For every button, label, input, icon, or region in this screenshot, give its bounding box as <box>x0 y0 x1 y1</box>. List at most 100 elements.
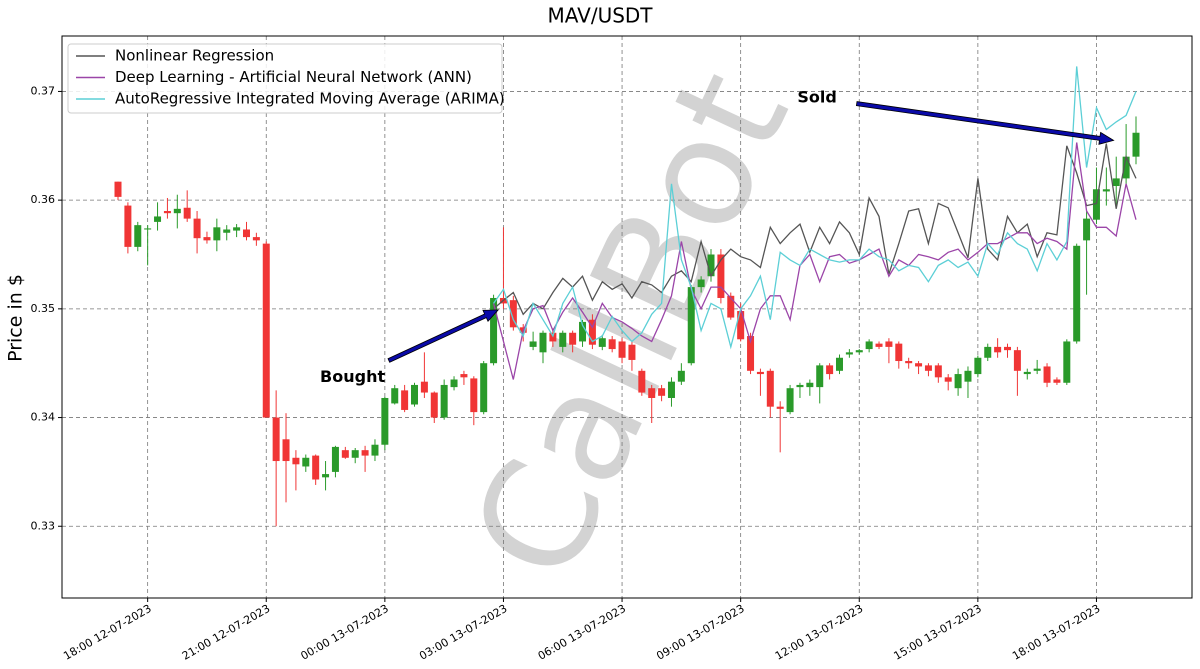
candle-body <box>618 341 626 358</box>
x-tick-label: 12:00 13-07-2023 <box>773 602 865 663</box>
candle-body <box>796 384 804 388</box>
candle-body <box>915 363 923 367</box>
annotation-text: Sold <box>797 87 836 106</box>
candle-body <box>559 332 567 347</box>
candle-body <box>341 450 349 458</box>
prediction-line <box>492 142 1137 380</box>
candle-body <box>934 365 942 378</box>
annotation-arrow <box>387 309 500 363</box>
x-tick-label: 18:00 12-07-2023 <box>61 602 153 663</box>
candle-body <box>786 388 794 413</box>
candle-body <box>1112 178 1120 187</box>
candle-body <box>242 229 250 238</box>
candle-body <box>984 346 992 358</box>
candle-body <box>134 225 142 247</box>
candle-body <box>826 365 834 375</box>
candle-body <box>658 388 666 396</box>
candle-body <box>213 227 221 241</box>
legend-label: Nonlinear Regression <box>115 47 274 65</box>
candle-body <box>707 254 715 277</box>
candle-body <box>776 406 784 409</box>
candle-body <box>391 388 399 404</box>
candle-body <box>252 237 260 241</box>
candle-body <box>677 370 685 382</box>
candle-body <box>312 455 320 480</box>
plot-frame <box>61 35 1193 599</box>
candle-body <box>490 297 498 364</box>
candle-body <box>1004 346 1012 351</box>
candle-body <box>835 357 843 371</box>
legend-label: Deep Learning - Artificial Neural Networ… <box>115 68 472 86</box>
x-tick-label: 15:00 13-07-2023 <box>892 602 984 663</box>
candle-body <box>1073 245 1081 342</box>
y-tick-label: 0.35 <box>31 302 56 315</box>
x-tick-label: 21:00 12-07-2023 <box>180 602 272 663</box>
candle-body <box>331 446 339 472</box>
candle-body <box>480 363 488 413</box>
x-tick-label: 00:00 13-07-2023 <box>299 602 391 663</box>
candle-body <box>608 339 616 350</box>
candle-body <box>905 361 913 364</box>
candle-body <box>292 457 300 465</box>
candle-body <box>430 392 438 418</box>
candle-body <box>223 229 231 233</box>
candle-body <box>816 365 824 388</box>
candle-body <box>1063 341 1071 383</box>
candle-body <box>381 397 389 445</box>
candle-body <box>628 344 636 360</box>
candle-body <box>875 343 883 347</box>
candle-body <box>717 254 725 298</box>
candle-body <box>845 352 853 355</box>
candle-body <box>579 321 587 342</box>
candle-body <box>944 377 952 382</box>
x-tick-label: 18:00 13-07-2023 <box>1010 602 1102 663</box>
candle-body <box>302 457 310 467</box>
candle-body <box>322 474 330 478</box>
candle-body <box>747 336 755 371</box>
chart-title: MAV/USDT <box>547 4 653 28</box>
candle-body <box>1102 189 1110 192</box>
candle-body <box>1023 371 1031 375</box>
candle-body <box>865 341 873 350</box>
candle-body <box>539 332 547 353</box>
candle-body <box>440 384 448 418</box>
candle-body <box>262 243 270 418</box>
candle-body <box>727 295 735 318</box>
annotation-arrow <box>855 101 1115 145</box>
candle-body <box>1132 132 1140 157</box>
candle-body <box>154 216 162 222</box>
y-tick-label: 0.34 <box>31 411 56 424</box>
candle-body <box>361 450 369 456</box>
candle-body <box>806 382 814 388</box>
candle-body <box>411 384 419 405</box>
candle-body <box>964 370 972 382</box>
y-tick-label: 0.36 <box>31 193 56 206</box>
y-axis-label: Price in $ <box>5 274 27 362</box>
x-tick-label: 03:00 13-07-2023 <box>417 602 509 663</box>
candle-body <box>766 370 774 407</box>
candle-body <box>233 227 241 231</box>
candle-body <box>1083 218 1091 241</box>
candle-body <box>638 370 646 393</box>
candle-body <box>193 218 201 239</box>
prediction-line <box>493 66 1137 350</box>
candle-body <box>697 279 705 288</box>
candle-body <box>667 381 675 398</box>
candle-body <box>272 417 280 462</box>
candle-body <box>470 378 478 413</box>
candle-body <box>994 346 1002 353</box>
candle-body <box>163 211 171 214</box>
candle-body <box>954 374 962 389</box>
candle-body <box>371 444 379 456</box>
candle-body <box>974 357 982 375</box>
candle-body <box>855 350 863 353</box>
candle-body <box>460 374 468 378</box>
candle-body <box>183 207 191 219</box>
legend-label: AutoRegressive Integrated Moving Average… <box>115 90 505 108</box>
candle-body <box>1122 156 1130 179</box>
candle-body <box>124 205 132 247</box>
candle-body <box>1033 368 1041 371</box>
candle-body <box>351 450 359 458</box>
candle-body <box>401 390 409 410</box>
